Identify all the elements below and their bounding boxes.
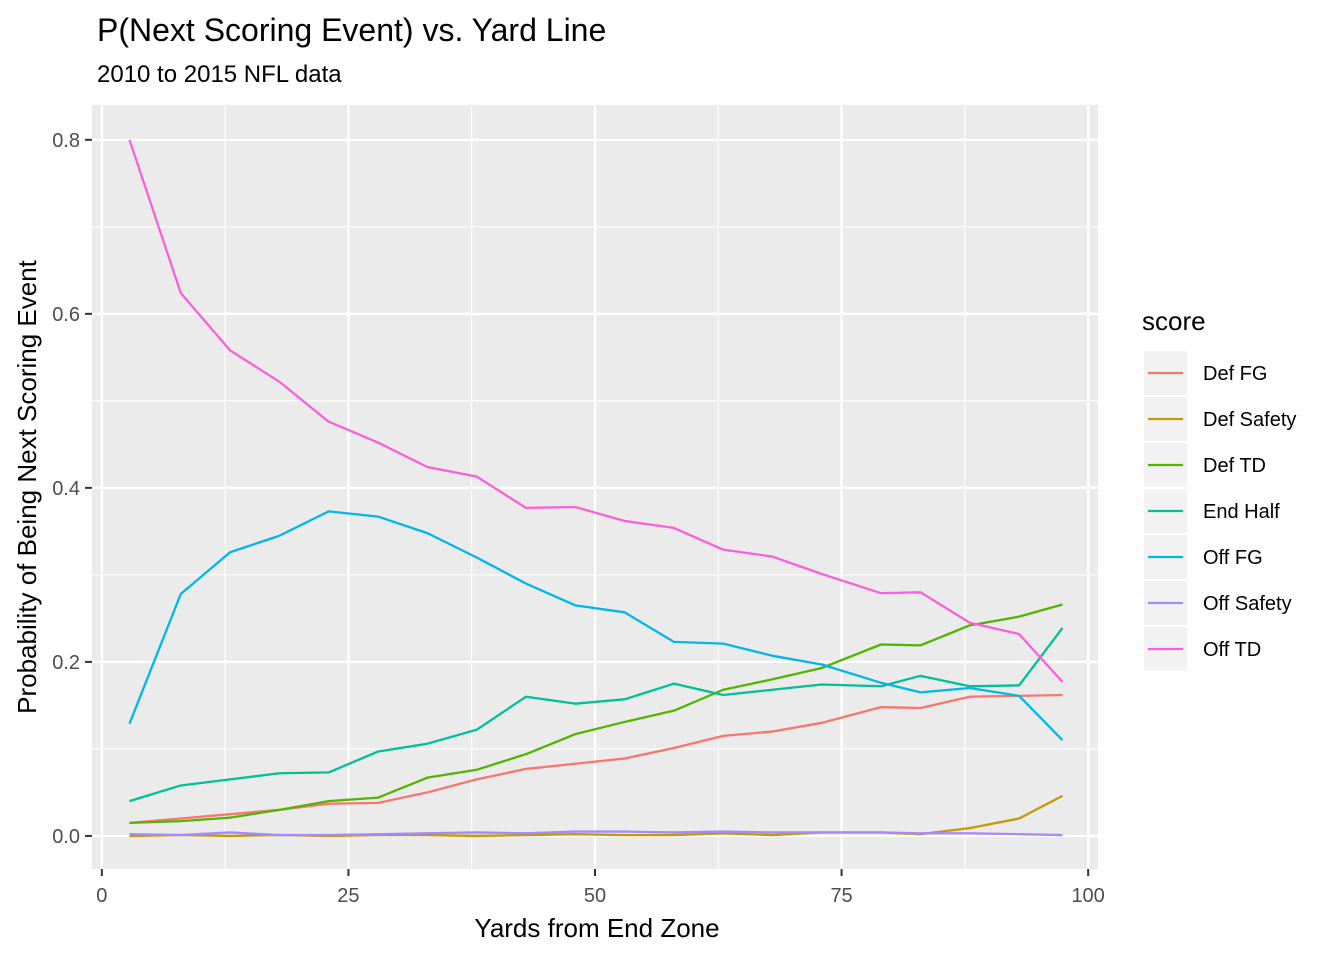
x-tick-label: 25: [337, 885, 359, 907]
y-tick-label: 0.4: [52, 478, 80, 500]
x-tick-label: 50: [584, 885, 606, 907]
series-line-off-td: [128, 139, 1064, 683]
legend-label-def-safety: Def Safety: [1203, 409, 1296, 431]
x-tick-label: 0: [96, 885, 107, 907]
legend-label-def-fg: Def FG: [1203, 363, 1267, 385]
chart-title: P(Next Scoring Event) vs. Yard Line: [97, 12, 606, 48]
y-tick-label: 0.2: [52, 652, 80, 674]
legend-label-def-td: Def TD: [1203, 455, 1266, 477]
legend-item-off-td: Off TD: [1144, 627, 1261, 671]
y-tick-label: 0.8: [52, 130, 80, 152]
x-axis: 0 25 50 75 100: [96, 869, 1105, 907]
x-axis-title: Yards from End Zone: [474, 913, 719, 943]
chart-subtitle: 2010 to 2015 NFL data: [97, 61, 342, 88]
y-axis-title: Probability of Being Next Scoring Event: [12, 259, 42, 714]
x-tick-label: 100: [1071, 885, 1104, 907]
legend-item-end-half: End Half: [1144, 489, 1280, 533]
legend-item-off-fg: Off FG: [1144, 535, 1263, 579]
legend-item-def-fg: Def FG: [1144, 351, 1267, 395]
legend-label-off-safety: Off Safety: [1203, 593, 1292, 615]
series-lines: [128, 139, 1064, 838]
legend-label-off-fg: Off FG: [1203, 547, 1263, 569]
x-tick-label: 75: [830, 885, 852, 907]
legend-title: score: [1142, 306, 1206, 336]
legend-items: Def FG Def Safety Def TD End Half Off FG Off …: [1144, 351, 1296, 671]
legend-label-end-half: End Half: [1203, 501, 1280, 523]
y-axis: 0.0 0.2 0.4 0.6 0.8: [52, 130, 92, 848]
legend-item-off-safety: Off Safety: [1144, 581, 1292, 625]
grid-major: [92, 105, 1098, 869]
series-line-off-fg: [128, 510, 1064, 742]
series-line-end-half: [129, 627, 1064, 803]
y-tick-label: 0.6: [52, 304, 80, 326]
legend: score Def FG Def Safety Def TD End Half Off …: [1142, 306, 1296, 671]
legend-item-def-td: Def TD: [1144, 443, 1266, 487]
legend-item-def-safety: Def Safety: [1144, 397, 1296, 441]
series-line-def-td: [129, 603, 1063, 825]
series-line-off-safety: [129, 830, 1063, 837]
y-tick-label: 0.0: [52, 826, 80, 848]
legend-label-off-td: Off TD: [1203, 639, 1261, 661]
